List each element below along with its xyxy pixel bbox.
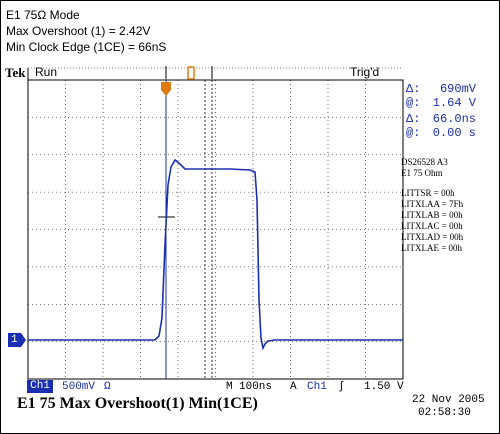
capture-date: 22 Nov 2005 [412, 394, 485, 406]
register-litxlad: LITXLAD = 00h [401, 232, 464, 242]
register-litxlae: LITXLAE = 00h [401, 243, 463, 253]
input-impedance: Ω [104, 381, 111, 393]
register-littsr: LITTSR = 00h [401, 188, 455, 198]
graticule-grid [28, 80, 403, 379]
register-litxlab: LITXLAB = 00h [401, 210, 463, 220]
ch1-waveform [28, 158, 403, 351]
device-label: DS26528 A3 [401, 157, 448, 167]
channel-1-badge: Ch1 [27, 380, 53, 393]
mode-note: E1 75 Ohm [401, 168, 443, 178]
delta-t-symbol: Δ: [406, 112, 421, 126]
acquisition-state: Run [35, 65, 58, 79]
timebase-value: 100ns [239, 381, 273, 393]
volts-per-div: 500mV [62, 381, 96, 393]
at-t-symbol: @: [406, 126, 421, 140]
trigger-slope-icon: ∫ [338, 381, 345, 393]
delta-v-symbol: Δ: [406, 82, 421, 96]
brand-logo: Tek [5, 65, 26, 80]
screen-caption: E1 75 Max Overshoot(1) Min(1CE) [17, 395, 258, 412]
timebase-label: M [226, 381, 233, 393]
at-v-symbol: @: [406, 96, 421, 110]
acquisition-mode: A [290, 381, 297, 393]
at-v-value: 1.64 V [432, 96, 476, 110]
channel-1-ground-marker [8, 333, 26, 347]
trigger-position-marker [161, 66, 195, 96]
at-t-value: 0.00 s [432, 126, 476, 140]
channel-1-marker-label: 1 [11, 334, 18, 346]
mode-label: E1 75Ω Mode [6, 8, 80, 22]
trigger-level: 1.50 V [364, 381, 404, 393]
capture-time: 02:58:30 [418, 407, 471, 419]
register-litxlaa: LITXLAA = 7Fh [401, 199, 464, 209]
min-clock-edge-label: Min Clock Edge (1CE) = 66nS [6, 40, 167, 54]
delta-t-value: 66.0ns [432, 112, 476, 126]
register-litxlac: LITXLAC = 00h [401, 221, 463, 231]
trigger-source: Ch1 [307, 381, 327, 393]
trigger-status: Trig'd [350, 65, 380, 79]
delta-v-value: 690mV [439, 82, 476, 96]
max-overshoot-label: Max Overshoot (1) = 2.42V [6, 24, 151, 38]
